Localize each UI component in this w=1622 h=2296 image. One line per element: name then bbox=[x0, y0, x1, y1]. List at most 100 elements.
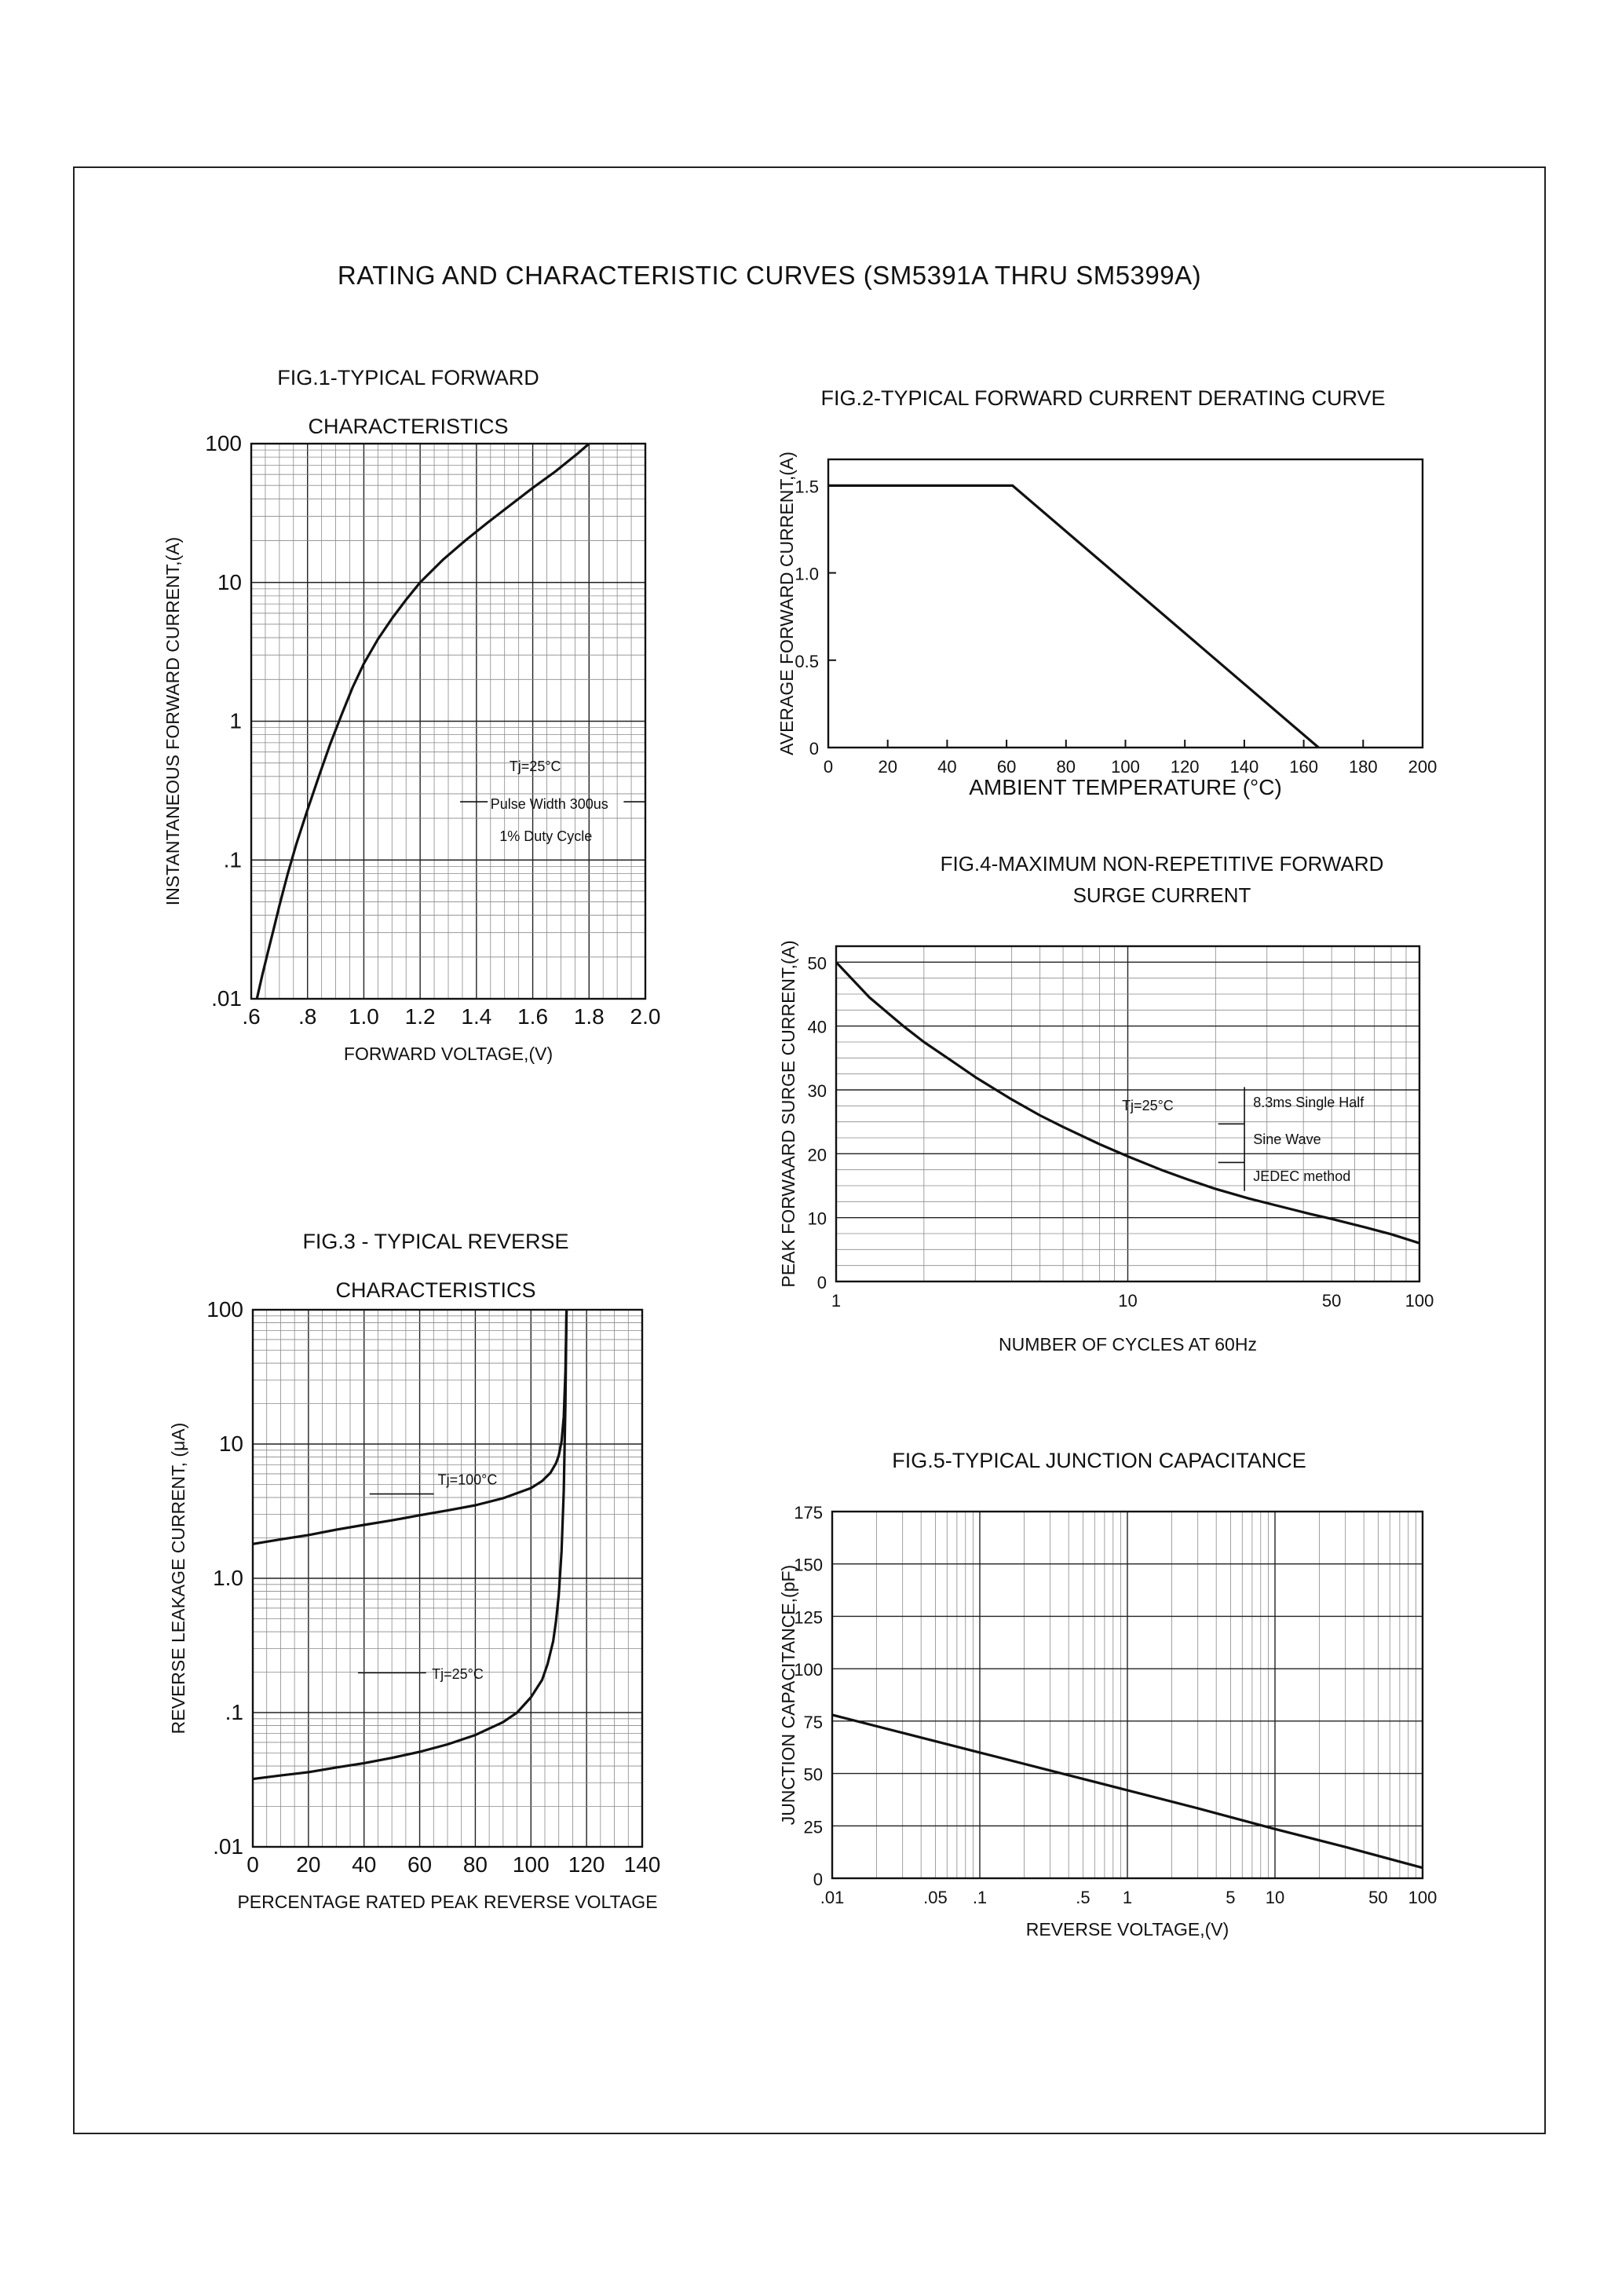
svg-text:Tj=100°C: Tj=100°C bbox=[438, 1472, 498, 1487]
svg-text:20: 20 bbox=[296, 1852, 320, 1877]
svg-text:1.0: 1.0 bbox=[213, 1566, 243, 1590]
svg-text:10: 10 bbox=[1118, 1291, 1137, 1311]
svg-text:1.5: 1.5 bbox=[795, 477, 819, 496]
svg-text:.01: .01 bbox=[820, 1888, 845, 1907]
fig5-title: FIG.5-TYPICAL JUNCTION CAPACITANCE bbox=[703, 1449, 1496, 1473]
svg-text:.05: .05 bbox=[923, 1888, 948, 1907]
page-border bbox=[73, 166, 1546, 2134]
svg-text:Tj=25°C: Tj=25°C bbox=[510, 759, 561, 774]
svg-text:20: 20 bbox=[808, 1145, 827, 1164]
svg-text:0: 0 bbox=[824, 757, 833, 777]
fig3-typical-reverse-characteristics-chart: 0 20 40 60 80 100 120 140 100 10 1.0 .1 .01 PERCENTAG… bbox=[168, 1297, 661, 1912]
svg-text:200: 200 bbox=[1408, 757, 1438, 777]
svg-text:JEDEC method: JEDEC method bbox=[1253, 1168, 1350, 1184]
svg-text:.1: .1 bbox=[973, 1888, 987, 1907]
svg-text:10: 10 bbox=[1266, 1888, 1284, 1907]
svg-text:25: 25 bbox=[804, 1817, 823, 1837]
svg-text:AVERAGE FORWARD CURRENT,(A): AVERAGE FORWARD CURRENT,(A) bbox=[776, 452, 797, 755]
svg-text:0: 0 bbox=[247, 1852, 259, 1877]
svg-text:40: 40 bbox=[352, 1852, 376, 1877]
svg-text:Pulse Width 300us: Pulse Width 300us bbox=[491, 796, 608, 812]
svg-text:150: 150 bbox=[794, 1556, 823, 1575]
svg-text:160: 160 bbox=[1289, 757, 1318, 777]
svg-text:1.6: 1.6 bbox=[517, 1004, 548, 1029]
svg-text:175: 175 bbox=[794, 1503, 823, 1523]
fig2-title: FIG.2-TYPICAL FORWARD CURRENT DERATING C… bbox=[707, 386, 1500, 411]
fig1-title-line2: CHARACTERISTICS bbox=[308, 415, 509, 438]
svg-text:100: 100 bbox=[513, 1852, 550, 1877]
svg-text:.6: .6 bbox=[242, 1004, 260, 1029]
svg-text:100: 100 bbox=[1111, 757, 1140, 777]
svg-text:INSTANTANEOUS FORWARD CURRENT,: INSTANTANEOUS FORWARD CURRENT,(A) bbox=[163, 537, 183, 905]
svg-text:Tj=25°C: Tj=25°C bbox=[432, 1666, 484, 1682]
svg-text:40: 40 bbox=[937, 757, 956, 777]
svg-text:0: 0 bbox=[813, 1870, 823, 1889]
svg-text:1.4: 1.4 bbox=[461, 1004, 491, 1029]
svg-text:8.3ms Single Half: 8.3ms Single Half bbox=[1253, 1095, 1364, 1110]
svg-text:REVERSE VOLTAGE,(V): REVERSE VOLTAGE,(V) bbox=[1026, 1919, 1229, 1940]
fig4-title-line2: SURGE CURRENT bbox=[1072, 883, 1251, 907]
svg-text:1: 1 bbox=[229, 709, 242, 733]
fig1-typical-forward-characteristics-chart: .6 .8 1.0 1.2 1.4 1.6 1.8 2.0 100 10 1 .1 .01 FORWARD… bbox=[163, 431, 661, 1064]
svg-text:50: 50 bbox=[1322, 1291, 1341, 1311]
fig4-max-surge-current-chart: 1 10 50 100 0 10 20 30 40 50 NUMBER OF CYCLES AT 6… bbox=[778, 940, 1434, 1355]
svg-text:1.2: 1.2 bbox=[405, 1004, 436, 1029]
svg-text:Tj=25°C: Tj=25°C bbox=[1122, 1098, 1174, 1113]
svg-text:180: 180 bbox=[1349, 757, 1378, 777]
svg-text:2.0: 2.0 bbox=[630, 1004, 661, 1029]
svg-text:Sine Wave: Sine Wave bbox=[1253, 1132, 1321, 1147]
svg-text:.01: .01 bbox=[211, 986, 242, 1011]
svg-text:10: 10 bbox=[808, 1209, 827, 1229]
svg-text:0.5: 0.5 bbox=[795, 652, 819, 671]
svg-text:100: 100 bbox=[794, 1660, 823, 1680]
svg-text:0: 0 bbox=[809, 739, 819, 759]
svg-text:80: 80 bbox=[1057, 757, 1076, 777]
svg-text:60: 60 bbox=[407, 1852, 432, 1877]
svg-text:120: 120 bbox=[568, 1852, 605, 1877]
svg-text:0: 0 bbox=[817, 1273, 827, 1292]
fig1-title-line1: FIG.1-TYPICAL FORWARD bbox=[277, 366, 539, 389]
fig3-title-line2: CHARACTERISTICS bbox=[335, 1278, 536, 1302]
fig2-title-line1: FIG.2-TYPICAL FORWARD CURRENT DERATING C… bbox=[820, 386, 1386, 410]
fig4-title-line1: FIG.4-MAXIMUM NON-REPETITIVE FORWARD bbox=[940, 852, 1384, 876]
svg-text:.1: .1 bbox=[225, 1700, 243, 1724]
fig3-title-line1: FIG.3 - TYPICAL REVERSE bbox=[302, 1230, 569, 1253]
fig5-junction-capacitance-chart: .01 .05 .1 .5 1 5 10 50 100 175 150 125 100 75 50 25 0 RE… bbox=[778, 1503, 1438, 1940]
svg-text:20: 20 bbox=[878, 757, 897, 777]
svg-text:REVERSE LEAKAGE CURRENT, (μA): REVERSE LEAKAGE CURRENT, (μA) bbox=[168, 1423, 188, 1735]
svg-text:100: 100 bbox=[1405, 1291, 1434, 1311]
svg-text:140: 140 bbox=[624, 1852, 661, 1877]
svg-text:80: 80 bbox=[463, 1852, 488, 1877]
svg-text:100: 100 bbox=[206, 1297, 243, 1322]
svg-text:1% Duty Cycle: 1% Duty Cycle bbox=[499, 828, 592, 844]
fig5-title-line1: FIG.5-TYPICAL JUNCTION CAPACITANCE bbox=[892, 1449, 1306, 1472]
svg-text:JUNCTION CAPACITANCE,(pF): JUNCTION CAPACITANCE,(pF) bbox=[778, 1565, 798, 1825]
svg-text:PEAK FORWAARD SURGE CURRENT,(A: PEAK FORWAARD SURGE CURRENT,(A) bbox=[778, 940, 798, 1287]
svg-text:10: 10 bbox=[219, 1431, 243, 1456]
svg-text:.01: .01 bbox=[213, 1834, 243, 1859]
svg-text:FORWARD VOLTAGE,(V): FORWARD VOLTAGE,(V) bbox=[344, 1044, 553, 1064]
svg-text:AMBIENT TEMPERATURE (°C): AMBIENT TEMPERATURE (°C) bbox=[969, 775, 1282, 799]
svg-text:100: 100 bbox=[205, 431, 242, 455]
svg-text:50: 50 bbox=[1368, 1888, 1387, 1907]
svg-text:1.0: 1.0 bbox=[349, 1004, 379, 1029]
svg-text:.1: .1 bbox=[224, 847, 242, 872]
svg-text:PERCENTAGE RATED PEAK REVERSE: PERCENTAGE RATED PEAK REVERSE VOLTAGE bbox=[237, 1892, 657, 1912]
svg-text:1.0: 1.0 bbox=[795, 565, 819, 584]
svg-text:125: 125 bbox=[794, 1607, 823, 1627]
svg-text:30: 30 bbox=[808, 1081, 827, 1101]
svg-text:50: 50 bbox=[804, 1765, 823, 1785]
svg-text:100: 100 bbox=[1408, 1888, 1438, 1907]
svg-text:40: 40 bbox=[808, 1018, 827, 1037]
svg-text:1: 1 bbox=[1123, 1888, 1132, 1907]
fig2-forward-current-derating-chart: 0 20 40 60 80 100 120 140 160 180 200 1.5 1.0 0.5 0 AMB… bbox=[776, 452, 1438, 799]
svg-text:1: 1 bbox=[831, 1291, 841, 1311]
svg-text:5: 5 bbox=[1226, 1888, 1235, 1907]
svg-text:1.8: 1.8 bbox=[574, 1004, 605, 1029]
svg-text:75: 75 bbox=[804, 1713, 823, 1732]
svg-text:60: 60 bbox=[997, 757, 1016, 777]
svg-text:50: 50 bbox=[808, 953, 827, 973]
fig1-title: FIG.1-TYPICAL FORWARD CHARACTERISTICS bbox=[196, 353, 620, 451]
fig3-title: FIG.3 - TYPICAL REVERSE CHARACTERISTICS bbox=[220, 1217, 652, 1314]
